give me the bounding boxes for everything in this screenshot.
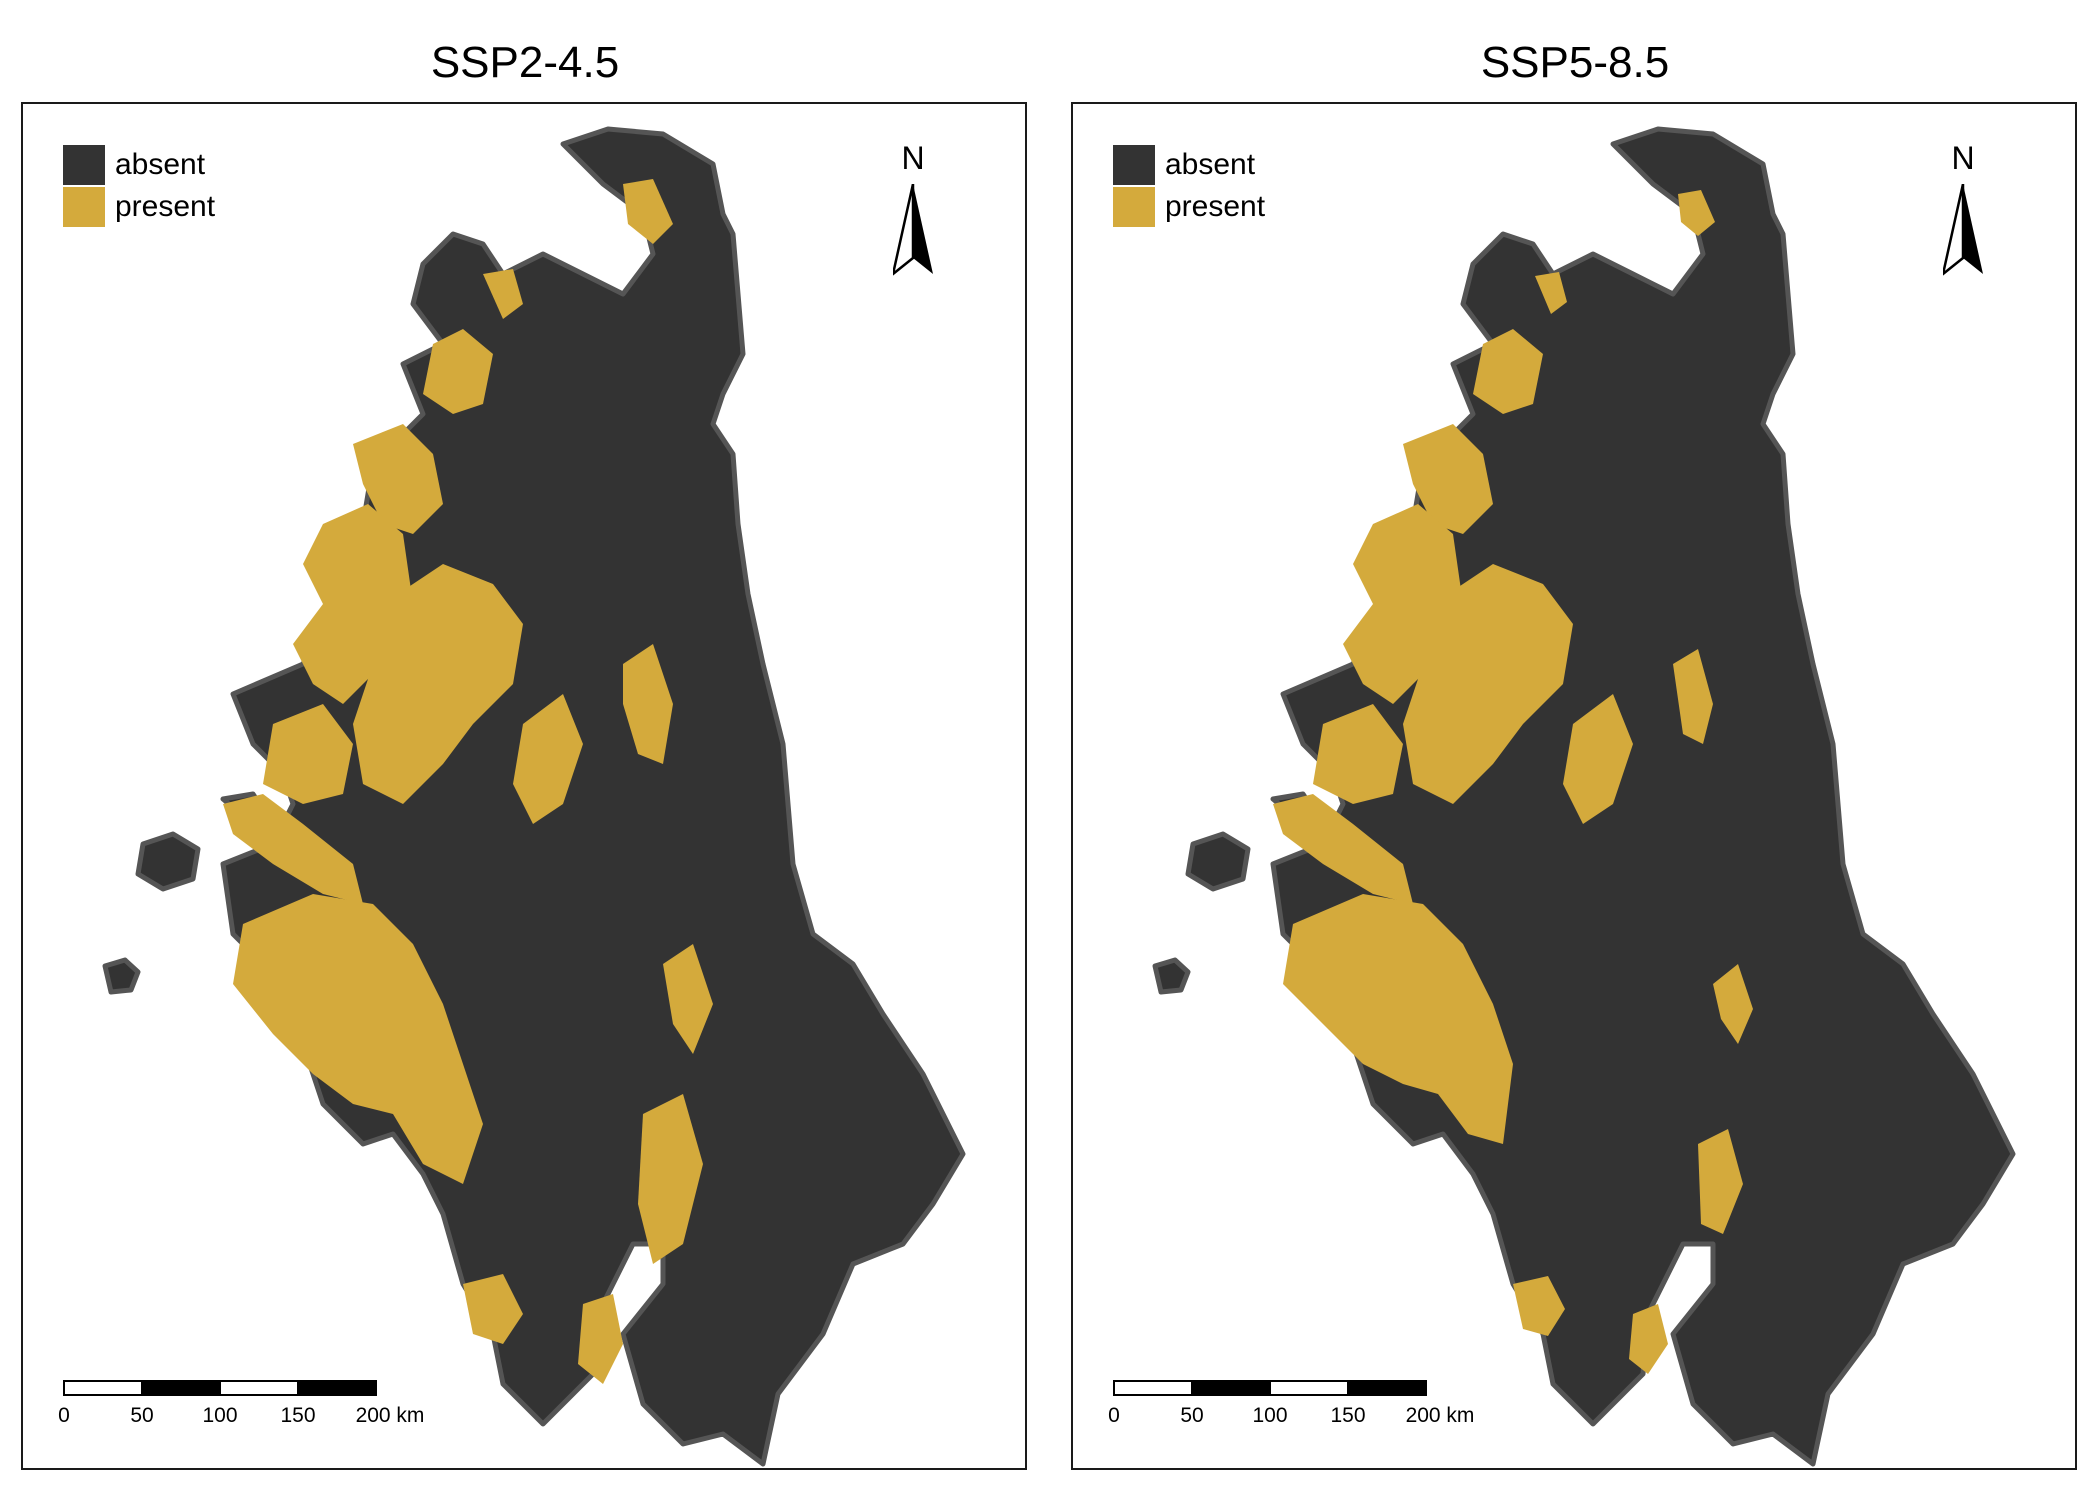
map-canvas — [102, 126, 966, 1467]
legend-swatch-present — [1113, 187, 1155, 227]
map-panel-ssp2: SSP2-4.5 — [21, 38, 1027, 1470]
scale-tick: 100 — [1252, 1404, 1288, 1427]
map-panel-ssp5: SSP5-8.5 — [1050, 0, 2100, 1500]
scale-tick: 0 — [58, 1404, 70, 1427]
scale-tick: 100 — [202, 1404, 238, 1427]
legend-swatch-absent — [1113, 145, 1155, 185]
map-frame: absent present N 0 50 100 150 — [21, 102, 1027, 1470]
panel-title: SSP2-4.5 — [430, 38, 620, 87]
legend-label-absent: absent — [115, 148, 206, 181]
present-area — [223, 179, 713, 1384]
map-frame: absent present N 0 50 100 150 — [1071, 102, 2077, 1470]
legend: absent present — [63, 144, 215, 228]
legend-swatch-present — [63, 187, 105, 227]
legend-swatch-absent — [63, 145, 105, 185]
scale-tick: 50 — [130, 1404, 154, 1427]
scale-tick: 150 — [280, 1404, 316, 1427]
legend-label-absent: absent — [1165, 148, 1256, 181]
north-arrow-icon — [893, 184, 933, 276]
legend-item-absent: absent — [63, 144, 215, 186]
scale-tick: 200 km — [355, 1404, 425, 1427]
north-arrow-icon — [1943, 184, 1983, 276]
present-area — [1273, 190, 1753, 1374]
north-arrow: N — [883, 140, 943, 280]
legend-item-present: present — [1113, 186, 1265, 228]
scale-tick: 150 — [1330, 1404, 1366, 1427]
legend-label-present: present — [115, 190, 216, 223]
legend: absent present — [1113, 144, 1265, 228]
scale-bar-graphic — [63, 1380, 377, 1396]
north-arrow: N — [1933, 140, 1993, 280]
scale-bar: 0 50 100 150 200 km — [58, 1380, 424, 1440]
panel-title: SSP5-8.5 — [1480, 38, 1670, 87]
legend-item-absent: absent — [1113, 144, 1265, 186]
legend-item-present: present — [63, 186, 215, 228]
north-label: N — [901, 140, 925, 176]
map-canvas — [1152, 126, 2016, 1467]
scale-bar: 0 50 100 150 200 km — [1108, 1380, 1474, 1440]
scale-tick: 50 — [1180, 1404, 1204, 1427]
legend-label-present: present — [1165, 190, 1266, 223]
scale-tick: 200 km — [1405, 1404, 1475, 1427]
scale-bar-graphic — [1113, 1380, 1427, 1396]
scale-tick: 0 — [1108, 1404, 1120, 1427]
north-label: N — [1951, 140, 1975, 176]
